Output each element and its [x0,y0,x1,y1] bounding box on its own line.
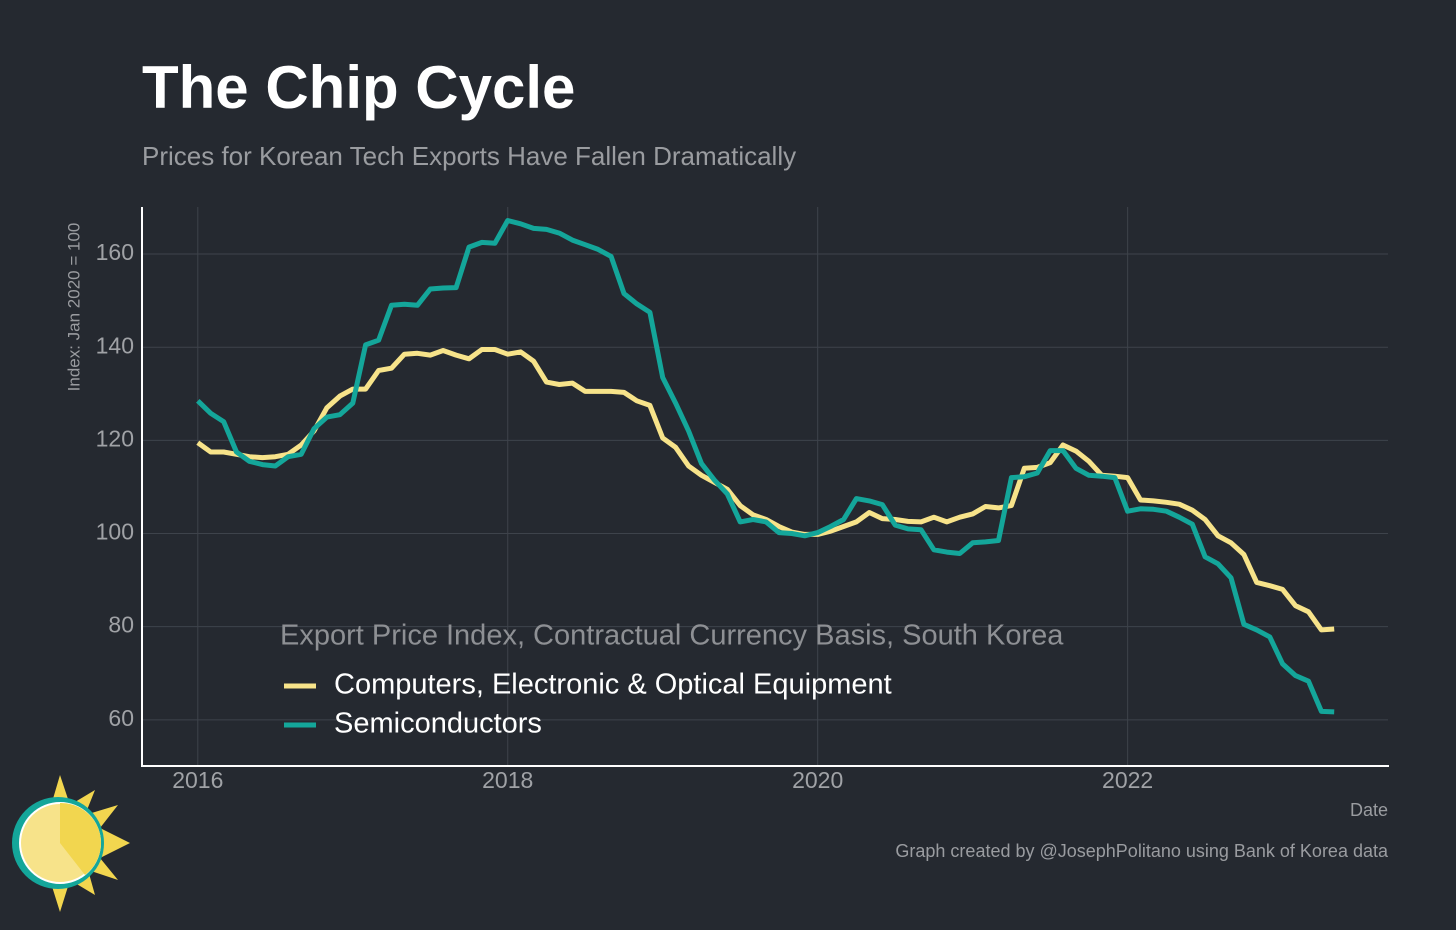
sun-shade [60,802,102,875]
x-axis-label: Date [1350,800,1388,820]
chart-subtitle: Prices for Korean Tech Exports Have Fall… [142,141,796,171]
lines [196,218,1335,715]
caption: Graph created by @JosephPolitano using B… [895,841,1389,861]
y-tick-label: 120 [96,425,134,451]
x-tick-label: 2016 [172,767,223,793]
legend: Computers, Electronic & Optical Equipmen… [284,669,892,740]
y-tick-label: 60 [108,705,134,731]
y-tick-label: 100 [96,519,134,545]
grid: 60 80 100 120 140 160 2016 2018 2020 2022 [96,207,1388,793]
y-tick-label: 80 [108,612,134,638]
legend-title: Export Price Index, Contractual Currency… [280,620,1064,652]
y-tick-label: 140 [96,332,134,358]
legend-label: Semiconductors [334,708,542,740]
sun-logo [12,775,130,912]
legend-label: Computers, Electronic & Optical Equipmen… [334,669,892,701]
series-line [196,218,1335,715]
x-tick-label: 2018 [482,767,533,793]
y-axis-label: Index: Jan 2020 = 100 [64,223,83,392]
x-tick-label: 2020 [792,767,843,793]
x-tick-label: 2022 [1102,767,1153,793]
chart-title: The Chip Cycle [142,54,575,121]
y-tick-label: 160 [96,239,134,265]
